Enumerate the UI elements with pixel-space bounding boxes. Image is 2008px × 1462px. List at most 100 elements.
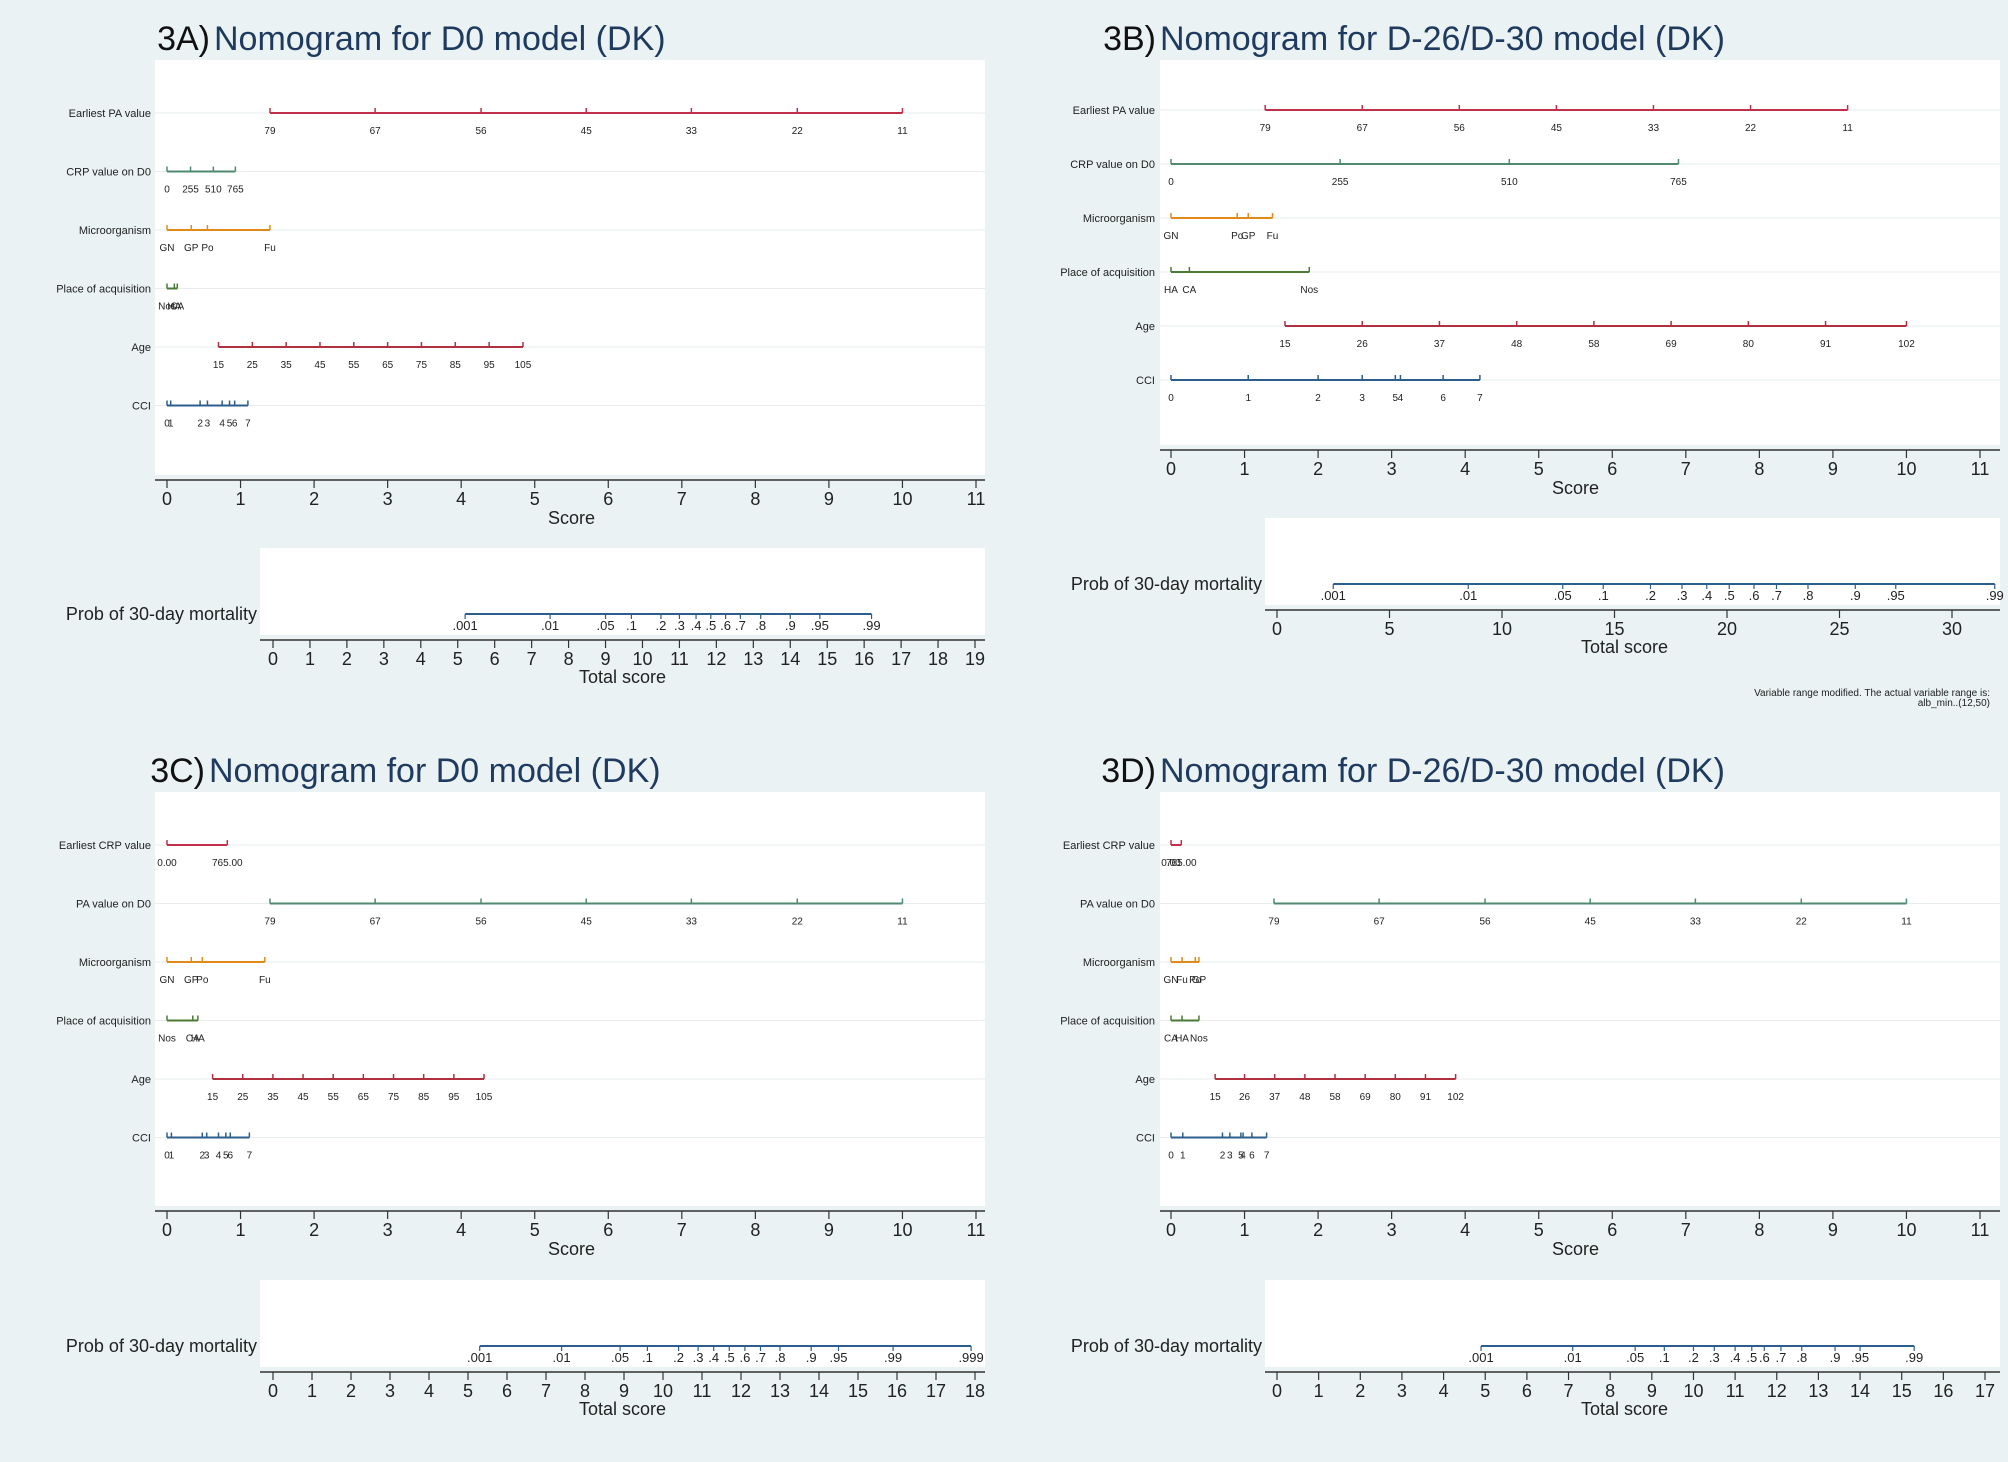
variable-tick-label: 33	[686, 917, 698, 928]
probability-tick-label: .99	[884, 1350, 902, 1365]
total-axis-tick-label: 0	[1272, 619, 1282, 639]
probability-tick-label: .9	[1850, 588, 1861, 603]
variable-tick-label: 11	[897, 126, 908, 137]
variable-tick-label: 6	[1440, 393, 1446, 404]
score-axis-title: Score	[1552, 478, 1599, 498]
variable-name: Age	[131, 342, 151, 354]
score-axis-tick-label: 3	[1387, 1220, 1397, 1240]
total-axis-tick-label: 20	[1717, 619, 1737, 639]
variable-tick-label: 6	[1249, 1151, 1255, 1162]
variable-name: Earliest CRP value	[1063, 840, 1155, 852]
variable-tick-label: Fu	[259, 975, 271, 986]
total-axis-tick-label: 16	[887, 1381, 907, 1401]
variable-tick-label: Po	[201, 243, 214, 254]
variable-tick-label: 0	[164, 185, 170, 196]
score-axis-tick-label: 3	[383, 489, 393, 509]
probability-tick-label: .5	[1724, 588, 1735, 603]
variable-row: Earliest PA value 79 67 56 45 33 22 11	[1073, 105, 2000, 134]
variable-name: Place of acquisition	[1060, 267, 1155, 279]
variable-tick-label: 65	[358, 1092, 370, 1103]
total-axis-tick-label: 4	[416, 649, 426, 669]
probability-tick-label: .4	[708, 1350, 719, 1365]
variable-tick-label: 67	[1374, 917, 1386, 928]
variable-tick-label: CA	[1182, 285, 1196, 296]
score-axis-tick-label: 10	[1896, 1220, 1916, 1240]
total-axis-tick-label: 17	[891, 649, 911, 669]
variable-tick-label: 3	[205, 419, 211, 430]
variable-name: PA value on D0	[76, 899, 151, 911]
variable-tick-label: 15	[1279, 339, 1291, 350]
probability-area	[260, 548, 985, 635]
probability-tick-label: .95	[811, 618, 829, 633]
total-axis-tick-label: 3	[385, 1381, 395, 1401]
score-axis: 0 1 2 3 4 5 6 7 8 9 10 11 Score	[1160, 449, 2000, 498]
score-axis-tick-label: 10	[892, 489, 912, 509]
total-axis-tick-label: 18	[965, 1381, 985, 1401]
total-axis-tick-label: 10	[1492, 619, 1512, 639]
variable-tick-label: 11	[897, 917, 908, 928]
variable-tick-label: GN	[160, 243, 175, 254]
score-axis-tick-label: 9	[1828, 459, 1838, 479]
variable-tick-label: 79	[264, 917, 276, 928]
score-axis-tick-label: 1	[1240, 459, 1250, 479]
probability-tick-label: .4	[1730, 1350, 1741, 1365]
score-axis-tick-label: 4	[1460, 1220, 1470, 1240]
variable-tick-label: 80	[1743, 339, 1755, 350]
probability-tick-label: .001	[467, 1350, 492, 1365]
variable-tick-label: Po	[196, 975, 209, 986]
probability-tick-label: .05	[1626, 1350, 1644, 1365]
variable-tick-label: 11	[1901, 917, 1912, 928]
nomogram-panel-3c: 3C) Nomogram for D0 model (DK) Earliest CR…	[56, 752, 985, 1419]
variable-tick-label: 3	[1359, 393, 1365, 404]
footnote-line: Variable range modified. The actual vari…	[1754, 688, 1990, 699]
total-axis-title: Total score	[1581, 1399, 1668, 1419]
variable-tick-label: 67	[1357, 123, 1369, 134]
probability-tick-label: .2	[1645, 588, 1656, 603]
probability-tick-label: .1	[1598, 588, 1609, 603]
score-axis-tick-label: 3	[1387, 459, 1397, 479]
score-axis-tick-label: 9	[1828, 1220, 1838, 1240]
probability-tick-label: .4	[691, 618, 702, 633]
probability-tick-label: .3	[693, 1350, 704, 1365]
score-axis-tick-label: 1	[236, 489, 246, 509]
total-axis-tick-label: 3	[379, 649, 389, 669]
variable-tick-label: 55	[348, 360, 360, 371]
score-axis-tick-label: 4	[456, 489, 466, 509]
variable-tick-label: 69	[1360, 1092, 1372, 1103]
variable-tick-label: 45	[1551, 123, 1563, 134]
total-axis-tick-label: 15	[817, 649, 837, 669]
variable-tick-label: 2	[197, 419, 203, 430]
variable-name: Microorganism	[1083, 213, 1155, 225]
variable-tick-label: HA	[1175, 1034, 1189, 1045]
score-axis-tick-label: 2	[1313, 459, 1323, 479]
variable-tick-label: 26	[1239, 1092, 1251, 1103]
total-axis-tick-label: 16	[1933, 1381, 1953, 1401]
variable-tick-label: Fu	[1267, 231, 1279, 242]
variable-name: Microorganism	[1083, 957, 1155, 969]
probability-tick-label: .95	[829, 1350, 847, 1365]
variable-tick-label: 0.00	[157, 858, 177, 869]
score-axis-tick-label: 7	[1681, 459, 1691, 479]
nomogram-panel-3d: 3D) Nomogram for D-26/D-30 model (DK) Earl…	[1060, 752, 2000, 1419]
variable-tick-label: 0.00	[1161, 858, 1181, 869]
probability-tick-label: .6	[1759, 1350, 1770, 1365]
total-axis-tick-label: 16	[854, 649, 874, 669]
panel-label: 3D)	[1101, 752, 1156, 790]
probability-tick-label: .95	[1851, 1350, 1869, 1365]
score-axis-tick-label: 10	[1896, 459, 1916, 479]
variable-name: Microorganism	[79, 957, 151, 969]
probability-tick-label: .99	[1986, 588, 2004, 603]
variable-tick-label: 22	[792, 126, 804, 137]
score-axis-title: Score	[548, 1239, 595, 1259]
variable-tick-label: 102	[1898, 339, 1915, 350]
total-axis-tick-label: 15	[848, 1381, 868, 1401]
variable-tick-label: 67	[370, 917, 382, 928]
total-axis-tick-label: 5	[453, 649, 463, 669]
score-axis-tick-label: 7	[677, 1220, 687, 1240]
variable-tick-label: GN	[1164, 231, 1179, 242]
variable-tick-label: HA	[191, 1034, 205, 1045]
